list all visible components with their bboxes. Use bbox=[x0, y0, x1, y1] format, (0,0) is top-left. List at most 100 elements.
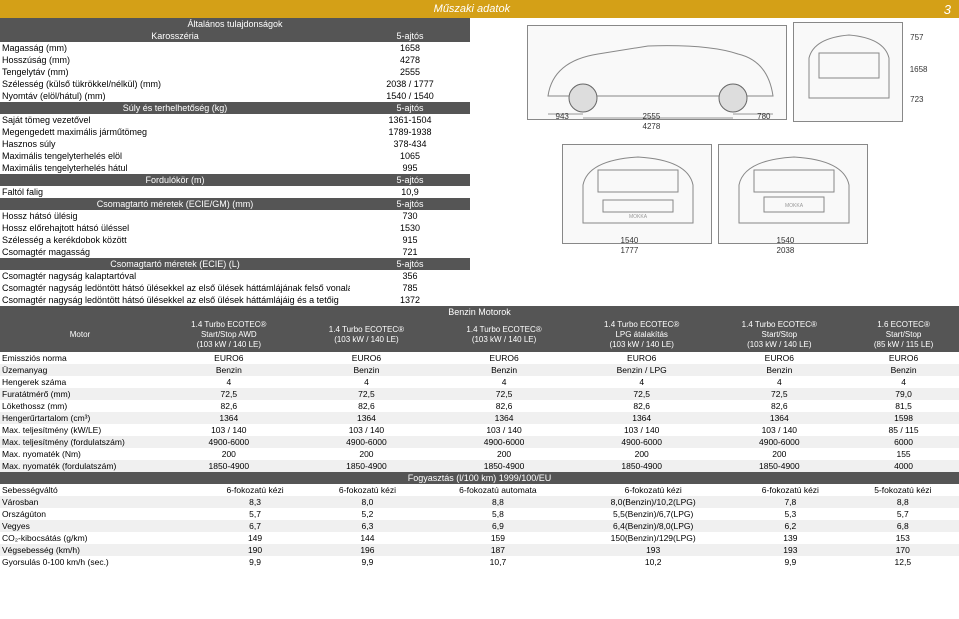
cell-value: 193 bbox=[572, 544, 734, 556]
table-row: Max. teljesítmény (kW/LE)103 / 140103 / … bbox=[0, 424, 959, 436]
cell-value: 1850-4900 bbox=[711, 460, 849, 472]
engine-column-header: 1.4 Turbo ECOTEC®LPG átalakítás(103 kW /… bbox=[573, 318, 711, 352]
cell-value: 8,3 bbox=[199, 496, 311, 508]
table-row: Gyorsulás 0-100 km/h (sec.)9,99,910,710,… bbox=[0, 556, 959, 568]
cell-value: 9,9 bbox=[199, 556, 311, 568]
spec-value: 2555 bbox=[350, 66, 470, 78]
cell-value: EURO6 bbox=[573, 352, 711, 364]
cell-value: 1850-4900 bbox=[298, 460, 436, 472]
spec-value: 1530 bbox=[350, 222, 470, 234]
cell-value: 5,7 bbox=[847, 508, 959, 520]
cell-value: 4000 bbox=[848, 460, 959, 472]
cell-value: 5,8 bbox=[424, 508, 573, 520]
cell-value: 6,7 bbox=[199, 520, 311, 532]
spec-row: Faltól falig10,9 bbox=[0, 186, 470, 198]
row-label: Emissziós norma bbox=[0, 352, 160, 364]
cell-value: 149 bbox=[199, 532, 311, 544]
cell-value: 5,3 bbox=[734, 508, 846, 520]
cell-value: 85 / 115 bbox=[848, 424, 959, 436]
spec-label: Magasság (mm) bbox=[0, 42, 350, 54]
cell-value: 6,4(Benzin)/8,0(LPG) bbox=[572, 520, 734, 532]
table-row: Hengerűrtartalom (cm³)136413641364136413… bbox=[0, 412, 959, 424]
engine-column-header: 1.4 Turbo ECOTEC®Start/Stop AWD(103 kW /… bbox=[160, 318, 298, 352]
cell-value: 200 bbox=[573, 448, 711, 460]
cell-value: 72,5 bbox=[711, 388, 849, 400]
cell-value: Benzin bbox=[435, 364, 573, 376]
cell-value: 10,7 bbox=[424, 556, 573, 568]
car-front-view: MOKKA 1540 1777 bbox=[562, 144, 712, 244]
spec-label: Csomagtér nagyság ledöntött hátsó ülések… bbox=[0, 282, 350, 294]
spec-label: Csomagtér magasság bbox=[0, 246, 350, 258]
table-row: Max. nyomaték (fordulatszám)1850-4900185… bbox=[0, 460, 959, 472]
cell-value: 155 bbox=[848, 448, 959, 460]
general-header: Általános tulajdonságok bbox=[0, 18, 470, 30]
cell-value: 6,2 bbox=[734, 520, 846, 532]
cell-value: 82,6 bbox=[298, 400, 436, 412]
row-label: Sebességváltó bbox=[0, 484, 199, 496]
spec-value: 915 bbox=[350, 234, 470, 246]
row-label: Városban bbox=[0, 496, 199, 508]
dim-wheelbase: 2555 bbox=[643, 112, 661, 121]
trunk-vol-header: Csomagtartó méretek (ECIE) (L) bbox=[0, 259, 350, 269]
cell-value: Benzin bbox=[711, 364, 849, 376]
cell-value: 103 / 140 bbox=[573, 424, 711, 436]
table-row: ÜzemanyagBenzinBenzinBenzinBenzin / LPGB… bbox=[0, 364, 959, 376]
spec-value: 1361-1504 bbox=[350, 114, 470, 126]
page-header: Műszaki adatok 3 bbox=[0, 0, 959, 18]
cell-value: 4900-6000 bbox=[160, 436, 298, 448]
spec-row: Maximális tengelyterhelés elöl1065 bbox=[0, 150, 470, 162]
spec-label: Maximális tengelyterhelés hátul bbox=[0, 162, 350, 174]
cell-value: 1364 bbox=[573, 412, 711, 424]
spec-row: Hossz hátsó ülésig730 bbox=[0, 210, 470, 222]
spec-value: 10,9 bbox=[350, 186, 470, 198]
cell-value: 9,9 bbox=[311, 556, 423, 568]
row-label: Lökethossz (mm) bbox=[0, 400, 160, 412]
table-row: Furatátmérő (mm)72,572,572,572,572,579,0 bbox=[0, 388, 959, 400]
cell-value: 82,6 bbox=[435, 400, 573, 412]
cell-value: 6,3 bbox=[311, 520, 423, 532]
spec-label: Megengedett maximális járműtömeg bbox=[0, 126, 350, 138]
spec-row: Hosszúság (mm)4278 bbox=[0, 54, 470, 66]
cell-value: 5,2 bbox=[311, 508, 423, 520]
spec-value: 378-434 bbox=[350, 138, 470, 150]
cell-value: 1850-4900 bbox=[435, 460, 573, 472]
spec-row: Szélesség (külső tükrökkel/nélkül) (mm)2… bbox=[0, 78, 470, 90]
cell-value: 82,6 bbox=[160, 400, 298, 412]
cell-value: 6,8 bbox=[847, 520, 959, 532]
cell-value: 1364 bbox=[160, 412, 298, 424]
dim-length: 4278 bbox=[643, 122, 661, 131]
cell-value: 5,7 bbox=[199, 508, 311, 520]
cell-value: 5,5(Benzin)/6,7(LPG) bbox=[572, 508, 734, 520]
cell-value: 1850-4900 bbox=[160, 460, 298, 472]
cell-value: Benzin bbox=[160, 364, 298, 376]
row-label: Országúton bbox=[0, 508, 199, 520]
cell-value: 6-fokozatú kézi bbox=[199, 484, 311, 496]
car-rear-view: MOKKA 1540 2038 bbox=[718, 144, 868, 244]
table-row: Végsebesség (km/h)190196187193193170 bbox=[0, 544, 959, 556]
cell-value: 4 bbox=[848, 376, 959, 388]
spec-row: Megengedett maximális járműtömeg1789-193… bbox=[0, 126, 470, 138]
spec-value: 356 bbox=[350, 270, 470, 282]
cell-value: 6000 bbox=[848, 436, 959, 448]
cell-value: 153 bbox=[847, 532, 959, 544]
cell-value: 103 / 140 bbox=[435, 424, 573, 436]
spec-row: Maximális tengelyterhelés hátul995 bbox=[0, 162, 470, 174]
cell-value: 8,0 bbox=[311, 496, 423, 508]
engine-table: Motor1.4 Turbo ECOTEC®Start/Stop AWD(103… bbox=[0, 318, 959, 472]
cell-value: 72,5 bbox=[160, 388, 298, 400]
cell-value: 4900-6000 bbox=[573, 436, 711, 448]
row-label: Vegyes bbox=[0, 520, 199, 532]
spec-label: Hosszúság (mm) bbox=[0, 54, 350, 66]
cell-value: 4 bbox=[711, 376, 849, 388]
cell-value: 159 bbox=[424, 532, 573, 544]
trunk-dim-header: Csomagtartó méretek (ECIE/GM) (mm) bbox=[0, 199, 350, 209]
spec-row: Tengelytáv (mm)2555 bbox=[0, 66, 470, 78]
cell-value: 6-fokozatú automata bbox=[424, 484, 573, 496]
cell-value: 4 bbox=[435, 376, 573, 388]
page-number: 3 bbox=[944, 2, 951, 17]
cell-value: 103 / 140 bbox=[160, 424, 298, 436]
spec-row: Hossz előrehajtott hátsó üléssel1530 bbox=[0, 222, 470, 234]
spec-row: Csomagtér magasság721 bbox=[0, 246, 470, 258]
dim-front-track: 1540 bbox=[621, 236, 639, 245]
spec-value: 785 bbox=[350, 282, 470, 294]
